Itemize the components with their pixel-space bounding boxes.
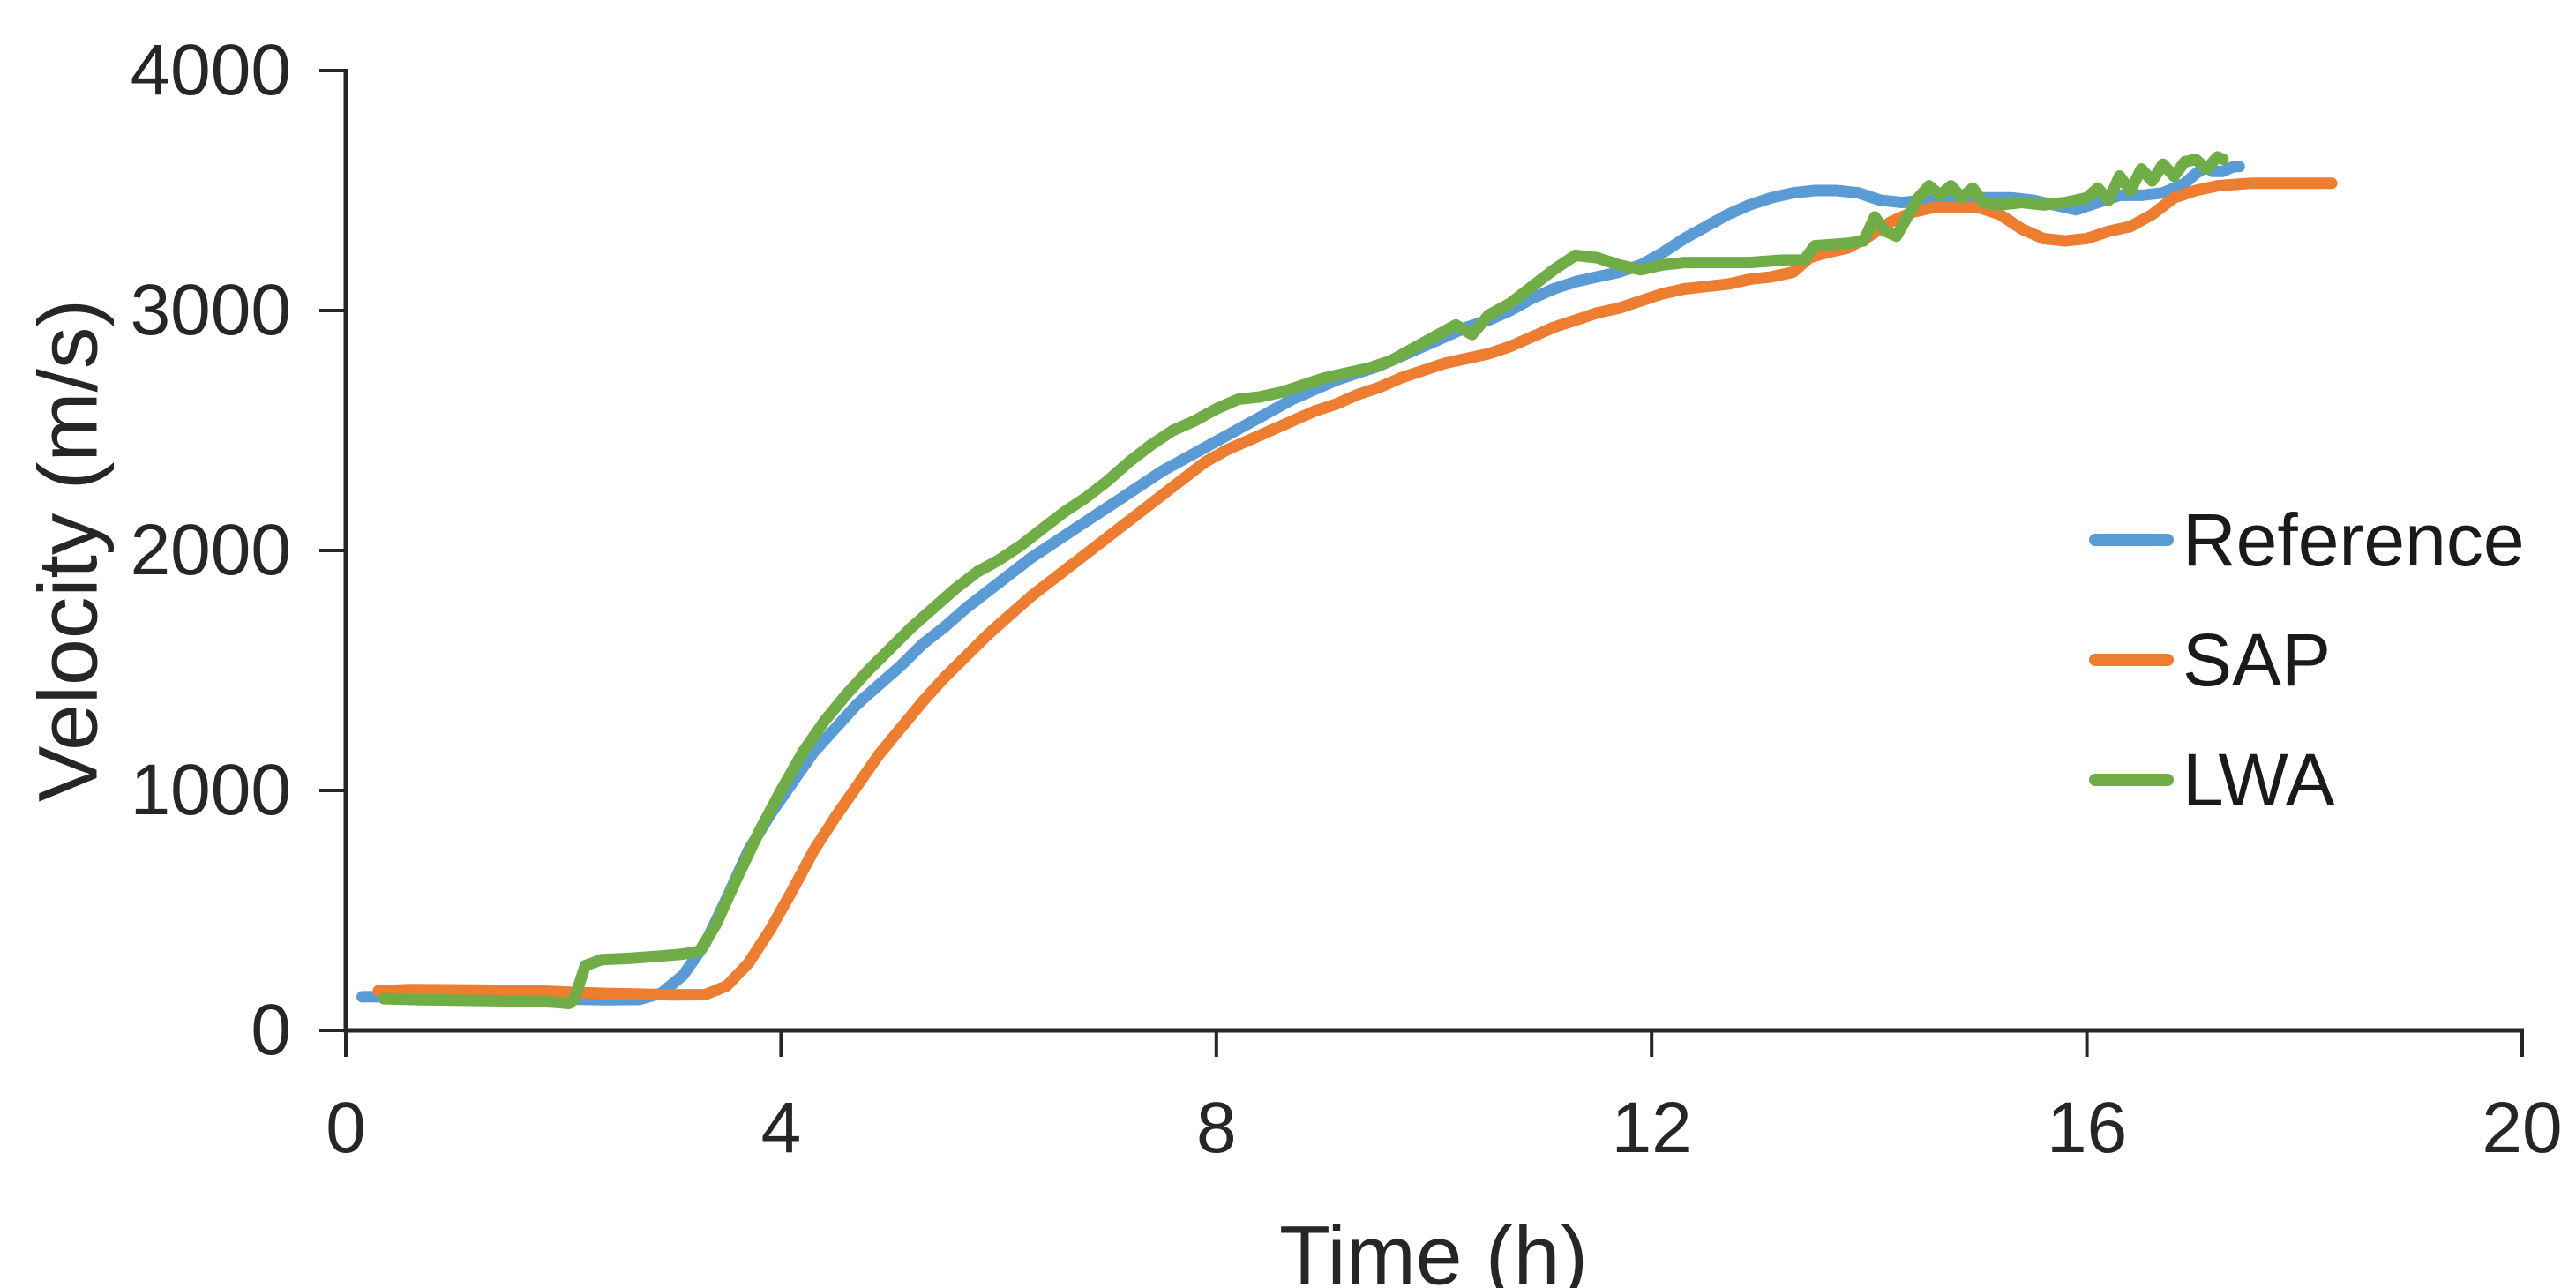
- x-tick-label: 4: [760, 1088, 802, 1168]
- x-tick-label: 20: [2482, 1088, 2563, 1168]
- x-tick-label: 16: [2046, 1088, 2128, 1168]
- sap-line-swatch: [2089, 654, 2174, 666]
- legend: Reference SAP LWA: [2089, 503, 2525, 900]
- y-tick-label: 4000: [130, 30, 291, 110]
- legend-label-reference: Reference: [2183, 498, 2525, 581]
- y-tick-label: 1000: [130, 750, 291, 830]
- reference-line-swatch: [2089, 534, 2174, 546]
- lwa-line-swatch: [2089, 774, 2174, 786]
- x-tick-label: 0: [326, 1088, 366, 1168]
- lwa-line: [378, 151, 2229, 1009]
- y-tick-label: 0: [251, 990, 291, 1070]
- reference-line: [356, 161, 2245, 1006]
- y-tick-label: 3000: [130, 270, 291, 350]
- sap-line: [372, 177, 2338, 1001]
- x-tick-label: 12: [1611, 1088, 1692, 1168]
- legend-label-lwa: LWA: [2183, 738, 2335, 821]
- y-axis-title: Velocity (m/s): [21, 298, 116, 803]
- legend-label-sap: SAP: [2183, 618, 2332, 701]
- x-axis-title: Time (h): [1278, 1209, 1589, 1288]
- x-tick-label: 8: [1195, 1088, 1237, 1168]
- y-tick-label: 2000: [130, 510, 291, 590]
